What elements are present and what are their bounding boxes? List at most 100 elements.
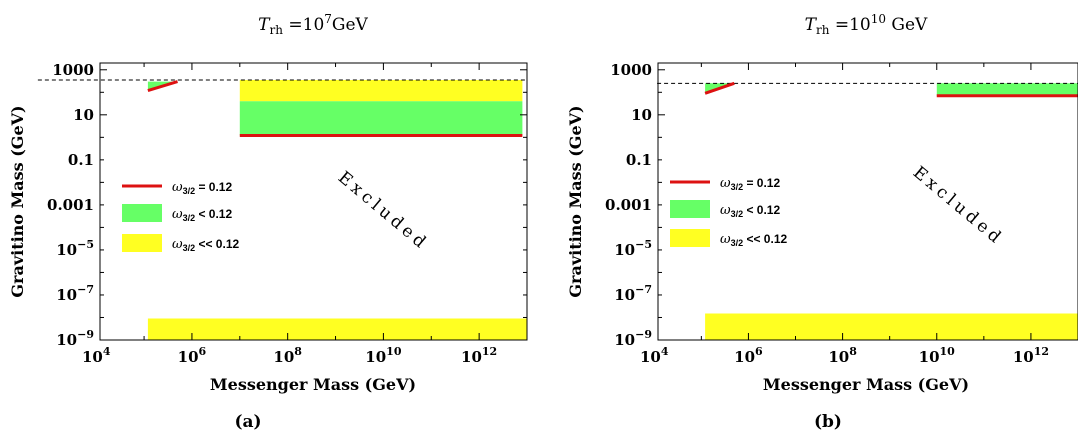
- title-equals: =10: [283, 15, 324, 35]
- x-tick-exp: 6: [755, 345, 763, 358]
- y-tick-text: 1000: [52, 61, 94, 79]
- legend-text: << 0.12: [195, 237, 239, 251]
- y-tick-exp: −9: [635, 328, 652, 341]
- legend-swatch: [670, 229, 710, 247]
- x-tick-base: 10: [273, 348, 294, 366]
- x-tick-label: 1010: [365, 345, 402, 366]
- y-tick-exp: −5: [635, 238, 652, 251]
- legend-label: ω3/2 < 0.12: [720, 203, 780, 219]
- title-symbol: T: [258, 15, 271, 35]
- region-yellow-4: [705, 313, 1078, 340]
- title-unit: GeV: [886, 15, 928, 35]
- x-tick-exp: 4: [103, 345, 111, 358]
- x-tick-base: 10: [640, 348, 661, 366]
- legend-swatch: [122, 234, 162, 252]
- y-tick-text: 0.001: [605, 196, 652, 214]
- y-tick-label: 10: [631, 106, 652, 124]
- y-tick-label: 0.001: [605, 196, 652, 214]
- x-tick-label: 106: [734, 345, 763, 366]
- title-equals: =10: [829, 15, 870, 35]
- y-tick-text: 0.1: [68, 151, 94, 169]
- legend-symbol: ω: [172, 180, 183, 195]
- x-tick-base: 10: [461, 348, 482, 366]
- omega-eq-line-1: [147, 80, 178, 92]
- excluded-annotation: Excluded: [909, 163, 1007, 250]
- y-tick-exp: −7: [77, 283, 94, 296]
- y-tick-base: 10: [56, 286, 77, 304]
- y-tick-label: 10−7: [56, 283, 94, 304]
- y-tick-base: 10: [614, 331, 635, 349]
- y-tick-label: 10−5: [56, 238, 94, 259]
- legend-symbol: ω: [720, 232, 731, 247]
- legend-subscript: 3/2: [731, 238, 744, 248]
- x-tick-label: 104: [82, 345, 111, 366]
- x-tick-base: 10: [734, 348, 755, 366]
- region-green-3: [239, 101, 523, 136]
- legend-subscript: 3/2: [183, 213, 196, 223]
- legend-label: ω3/2 = 0.12: [720, 176, 780, 192]
- plot-frame: [99, 62, 528, 341]
- legend-subscript: 3/2: [731, 209, 744, 219]
- legend-text: = 0.12: [195, 180, 232, 194]
- y-tick-text: 0.1: [626, 151, 652, 169]
- y-tick-label: 0.1: [626, 151, 652, 169]
- y-axis-label: Gravitino Mass (GeV): [566, 105, 585, 297]
- y-axis-label: Gravitino Mass (GeV): [8, 105, 27, 297]
- y-tick-label: 10−5: [614, 238, 652, 259]
- x-tick-exp: 12: [482, 345, 497, 358]
- y-tick-base: 10: [614, 241, 635, 259]
- legend-label: ω3/2 = 0.12: [172, 180, 232, 196]
- legend-text: < 0.12: [195, 207, 232, 221]
- legend-label: ω3/2 << 0.12: [720, 232, 787, 248]
- y-tick-exp: −9: [77, 328, 94, 341]
- legend-symbol: ω: [720, 176, 731, 191]
- legend-swatch: [670, 200, 710, 218]
- region-green-2: [936, 83, 1078, 96]
- y-tick-label: 10−9: [56, 328, 94, 349]
- legend-subscript: 3/2: [183, 243, 196, 253]
- y-tick-text: 0.001: [47, 196, 94, 214]
- legend-symbol: ω: [720, 203, 731, 218]
- title-exponent: 7: [324, 12, 332, 26]
- x-tick-base: 10: [828, 348, 849, 366]
- legend-symbol: ω: [172, 207, 183, 222]
- y-tick-text: 10: [631, 106, 652, 124]
- x-tick-base: 10: [365, 348, 386, 366]
- legend-subscript: 3/2: [731, 182, 744, 192]
- title-unit: GeV: [332, 15, 369, 35]
- x-tick-base: 10: [82, 348, 103, 366]
- title-subscript: rh: [816, 23, 830, 37]
- x-tick-exp: 8: [849, 345, 857, 358]
- y-tick-exp: −5: [77, 238, 94, 251]
- omega-eq-line-1: [704, 81, 735, 95]
- title-symbol: T: [805, 15, 818, 35]
- y-tick-text: 1000: [610, 61, 652, 79]
- y-tick-label: 1000: [610, 61, 652, 79]
- y-tick-exp: −7: [635, 283, 652, 296]
- x-tick-exp: 10: [940, 345, 956, 358]
- region-yellow-2: [239, 80, 523, 102]
- chart-title: Trh =1010 GeV: [805, 12, 928, 37]
- x-tick-label: 1010: [919, 345, 956, 366]
- x-tick-exp: 10: [386, 345, 402, 358]
- x-tick-label: 1012: [461, 345, 497, 366]
- y-tick-label: 0.1: [68, 151, 94, 169]
- y-tick-base: 10: [614, 286, 635, 304]
- region-yellow-5: [147, 318, 527, 340]
- panel-caption: (b): [814, 412, 842, 432]
- x-tick-base: 10: [178, 348, 199, 366]
- title-exponent: 10: [871, 12, 886, 26]
- x-tick-exp: 8: [294, 345, 302, 358]
- x-tick-exp: 4: [661, 345, 669, 358]
- legend-swatch: [122, 204, 162, 222]
- x-tick-base: 10: [1013, 348, 1034, 366]
- legend-subscript: 3/2: [183, 186, 196, 196]
- excluded-annotation: Excluded: [334, 168, 432, 255]
- legend-symbol: ω: [172, 237, 183, 252]
- y-tick-label: 1000: [52, 61, 94, 79]
- y-tick-label: 0.001: [47, 196, 94, 214]
- y-tick-text: 10: [73, 106, 94, 124]
